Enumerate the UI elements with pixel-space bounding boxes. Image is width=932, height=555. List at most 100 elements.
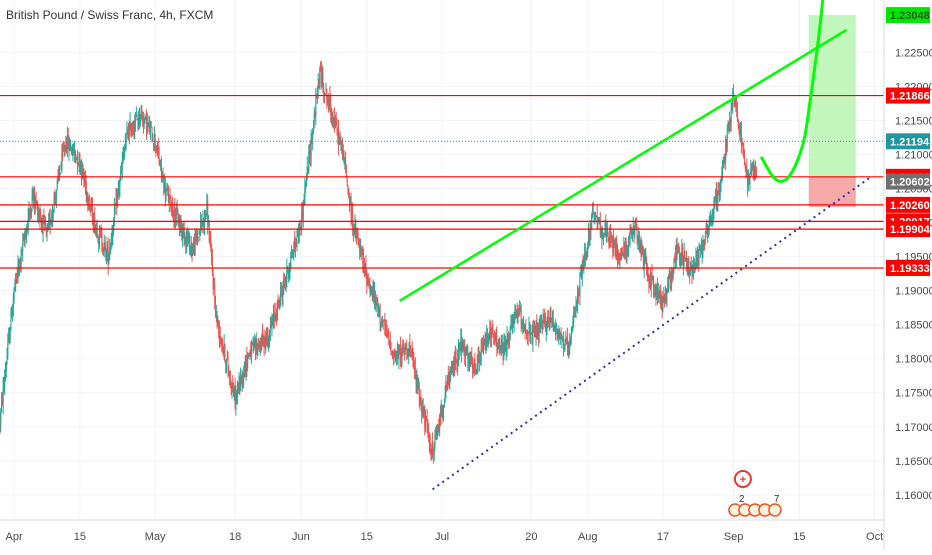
candle-up [507, 333, 509, 345]
candle-down [426, 408, 428, 433]
candle-down [309, 140, 311, 167]
candle-down [384, 313, 386, 336]
candle-body [545, 328, 547, 331]
candle-up [506, 326, 508, 357]
candle-up [175, 202, 177, 227]
candle-body [740, 129, 742, 147]
candle-body [533, 326, 535, 329]
position-tool[interactable] [808, 14, 856, 207]
candle-down [618, 252, 620, 266]
candle-up [4, 368, 6, 396]
candle-body [410, 350, 412, 352]
candle-body [374, 291, 376, 303]
candle-body [491, 326, 493, 330]
candle-body [721, 177, 723, 179]
candle-body [277, 298, 279, 301]
candle-body [84, 176, 86, 182]
candle-up [6, 347, 8, 366]
candle-down [420, 389, 422, 406]
price-level-tag-bg [886, 87, 930, 104]
candle-up [660, 294, 662, 311]
candle-body [95, 228, 97, 235]
price-level-tag-bg [886, 259, 930, 276]
candle-body [562, 340, 564, 342]
candle-down [628, 232, 630, 246]
candle-body [651, 274, 653, 282]
candle-up [439, 413, 441, 437]
candle-body [131, 129, 133, 131]
candle-body [167, 188, 169, 202]
candle-body [429, 442, 431, 452]
candle-body [120, 171, 122, 180]
candle-up [489, 319, 491, 341]
candle-down [646, 256, 648, 276]
x-tick-label: Aug [578, 531, 598, 543]
candle-body [664, 295, 666, 303]
candle-body [726, 127, 728, 149]
candle-body [112, 232, 114, 236]
candle-body [61, 152, 63, 167]
candle-up [296, 228, 298, 252]
candle-up [509, 325, 511, 341]
candle-body [324, 93, 326, 96]
current-price-tag: 1.21194 [886, 133, 930, 150]
candle-down [137, 118, 139, 132]
candle-body [173, 204, 175, 219]
candle-body [624, 241, 626, 254]
candle-up [223, 334, 225, 361]
candle-body [262, 334, 264, 343]
candle-up [643, 249, 645, 279]
candle-body [295, 240, 297, 246]
candle-body [2, 386, 4, 406]
candle-up [620, 248, 622, 261]
candle-body [222, 346, 224, 351]
candle-body [570, 334, 572, 340]
candle-up [698, 242, 700, 267]
candle-body [717, 192, 719, 205]
candle-body [568, 346, 570, 354]
candle-down [133, 120, 135, 140]
candle-down [225, 359, 227, 374]
candle-body [555, 325, 557, 336]
drawings[interactable] [0, 0, 884, 491]
candle-down [40, 208, 42, 223]
candle-up [610, 231, 612, 244]
candle-body [577, 290, 579, 308]
candle-body [479, 356, 481, 362]
candle-down [747, 170, 749, 197]
candle-body [143, 118, 145, 124]
candle-body [556, 332, 558, 335]
candle-body [281, 293, 283, 298]
candle-down [474, 352, 476, 376]
candle-body [220, 337, 222, 342]
candle-body [1, 398, 3, 404]
candle-body [668, 274, 670, 279]
candle-up [483, 338, 485, 346]
candle-down [275, 302, 277, 323]
candle-down [349, 192, 351, 212]
events[interactable]: +2 7 [728, 470, 782, 517]
candle-down [322, 66, 324, 94]
candle-body [740, 130, 742, 137]
candle-down [670, 271, 672, 292]
candle-up [235, 385, 237, 416]
candle-down [559, 328, 561, 340]
candle-body [727, 127, 729, 129]
candle-down [743, 142, 745, 159]
candle-up [372, 279, 374, 302]
candle-body [701, 246, 703, 255]
candle-body [230, 381, 232, 389]
candle-up [626, 244, 628, 265]
candle-body [660, 296, 662, 308]
candle-down [556, 328, 558, 342]
candle-up [165, 187, 167, 202]
candle-body [107, 246, 109, 265]
candle-down [467, 345, 469, 372]
candle-down [421, 397, 423, 424]
candle-body [642, 251, 644, 266]
candle-up [255, 332, 257, 355]
candle-down [157, 137, 159, 159]
candle-down [552, 309, 554, 332]
